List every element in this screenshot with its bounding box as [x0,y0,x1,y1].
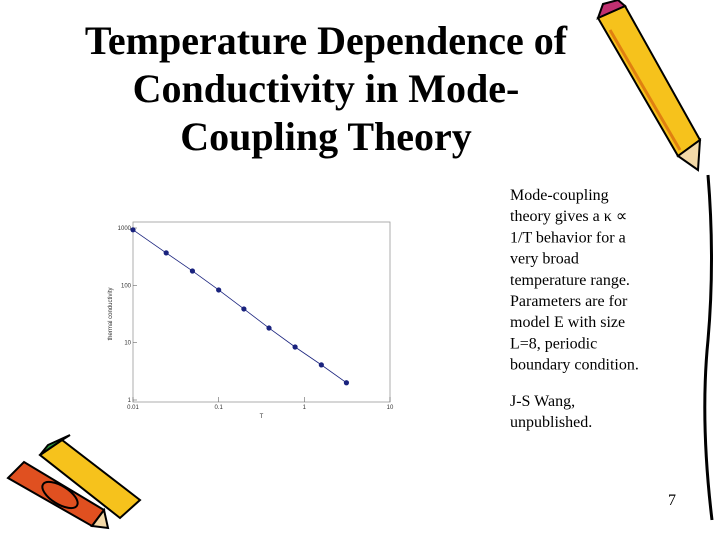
x-tick-label: 0.1 [214,405,223,411]
credit-text: J-S Wang, [510,393,575,410]
data-point [343,380,350,386]
x-tick-label: 1 [303,405,307,411]
slide-title: Coupling Theory [180,114,472,159]
credit-text: unpublished. [510,414,592,431]
body-text: model E with size [510,314,625,331]
y-tick-label: 1 [128,398,132,404]
pencil-decoration [6,434,142,530]
x-tick-label: 0.01 [127,405,139,411]
data-point [266,325,272,331]
data-point [163,250,169,256]
body-text: L=8, periodic [510,335,597,352]
y-axis-label: thermal conductivity [108,287,114,340]
body-text: 1/T behavior for a [510,229,626,246]
body-text: boundary condition. [510,357,639,374]
body-text: theory gives a κ ∝ [510,208,627,225]
data-point [216,287,222,293]
data-point [189,268,196,274]
y-tick-label: 10 [124,341,131,347]
x-tick-label: 10 [387,405,394,411]
data-point [241,306,247,312]
x-axis-label: T [260,414,264,420]
slide-title: Conductivity in Mode- [133,66,520,111]
body-text: Parameters are for [510,293,628,310]
data-point [292,344,298,350]
slide-title: Temperature Dependence of [85,18,568,63]
data-point [318,362,324,368]
pencil-decoration [596,0,714,521]
plot-frame [132,221,391,403]
body-text: Mode-coupling [510,187,609,204]
data-point [130,227,136,233]
page-number: 7 [668,492,676,509]
body-text: very broad [510,251,579,268]
y-tick-label: 100 [121,283,132,289]
body-text: temperature range. [510,272,630,289]
y-tick-label: 1000 [118,226,132,232]
